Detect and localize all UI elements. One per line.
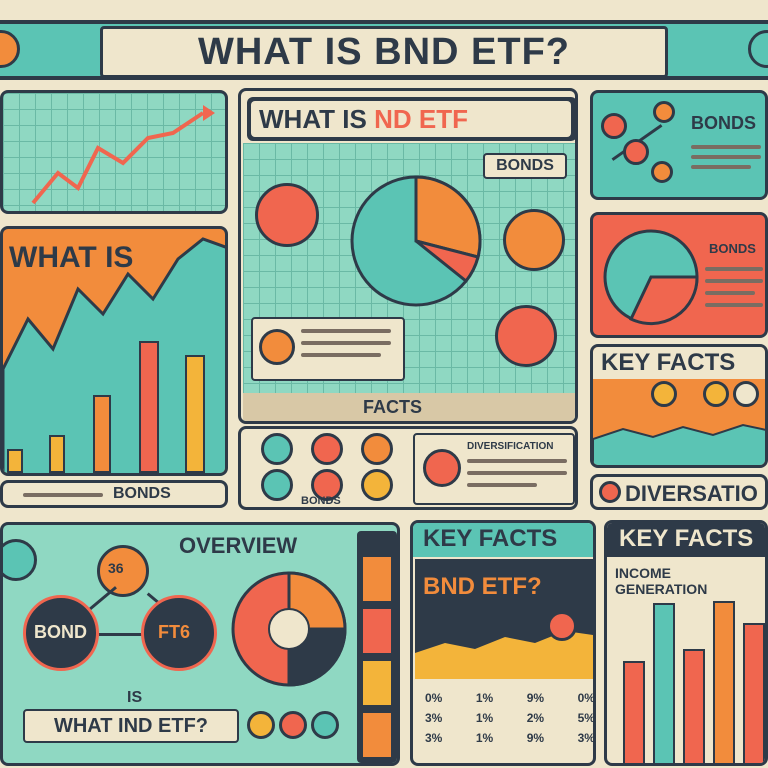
bonds-pie-panel: BONDS	[590, 212, 768, 338]
bonds-strip-label: BONDS	[113, 485, 171, 502]
key-facts-panel: KEY FACTS	[590, 344, 768, 468]
bonds-network-panel: BONDS	[590, 90, 768, 200]
overview-panel: OVERVIEW 36 BOND FT6 IS WHAT IND ETF?	[0, 522, 400, 766]
bond-coin-label: BOND	[34, 622, 87, 642]
badge-icon	[0, 30, 20, 68]
bar	[743, 623, 765, 763]
area-chart	[3, 237, 225, 473]
bar	[93, 395, 111, 473]
bar	[139, 341, 159, 473]
center-title-accent: ND ETF	[374, 104, 468, 134]
center-title-main: WHAT IS	[259, 104, 367, 134]
facts-label: FACTS	[363, 397, 423, 417]
bar	[185, 355, 205, 473]
bond-coin: BOND	[23, 595, 99, 671]
bonds-network-label: BONDS	[691, 113, 757, 133]
pct-grid: 0% 1% 9% 0% 3% 1% 2% 5% 3% 1% 9% 3%	[425, 691, 595, 745]
income-panel: KEY FACTS INCOME GENERATION	[604, 520, 768, 766]
bnd-etf-title: BND ETF?	[423, 573, 542, 600]
diversification-heading: DIVERSATIO	[625, 481, 758, 506]
badge-icon	[748, 30, 768, 68]
key-facts-heading: KEY FACTS	[601, 349, 736, 376]
overview-pie	[231, 571, 347, 687]
page-title: WHAT IS BND ETF?	[100, 26, 668, 78]
facts-strip: FACTS	[243, 393, 575, 421]
bonds-pie	[603, 229, 699, 326]
bar	[623, 661, 645, 763]
bnd-area	[415, 631, 593, 679]
bnd-key-facts-panel: KEY FACTS BND ETF? 0% 1% 9% 0% 3% 1% 2% 5% 3% 1…	[410, 520, 596, 766]
text-card	[251, 317, 405, 381]
diversity-card: DIVERSIFICATION	[413, 433, 575, 505]
overview-icon	[3, 539, 37, 581]
overview-node-label: 36	[108, 560, 124, 576]
bar	[713, 601, 735, 763]
center-panel: WHAT IS ND ETF BONDS FACTS	[238, 88, 578, 424]
coin-icon	[255, 183, 319, 247]
diversity-label: DIVERSIFICATION	[467, 441, 554, 452]
bonds-strip: BONDS	[0, 480, 228, 508]
growth-chart-panel	[0, 90, 228, 214]
income-generation-label: INCOME GENERATION	[615, 565, 708, 597]
overview-node: 36	[97, 545, 149, 597]
icons-panel: BONDS DIVERSIFICATION	[238, 426, 578, 510]
etf-coin: FT6	[141, 595, 217, 671]
bar	[683, 649, 705, 763]
coin-icon	[495, 305, 557, 367]
overview-question: WHAT IND ETF?	[23, 709, 239, 743]
what-is-panel: WHAT IS	[0, 226, 228, 476]
overview-is: IS	[127, 689, 143, 706]
side-column	[357, 531, 397, 763]
bar	[49, 435, 65, 473]
key-facts-mid-heading: KEY FACTS	[423, 525, 558, 552]
what-is-heading: WHAT IS	[9, 241, 134, 274]
growth-line-chart	[31, 105, 215, 205]
overview-title: OVERVIEW	[179, 533, 298, 558]
bonds-pie-label: BONDS	[709, 241, 756, 256]
key-facts-right-heading: KEY FACTS	[619, 525, 754, 552]
diversification-panel: DIVERSATIO	[590, 474, 768, 510]
coin-icon	[503, 209, 565, 271]
bar	[653, 603, 675, 763]
key-facts-area	[593, 423, 765, 465]
center-title: WHAT IS ND ETF	[251, 101, 571, 137]
bonds-bottom-label: BONDS	[301, 495, 341, 507]
bonds-tag: BONDS	[483, 153, 567, 179]
etf-coin-label: FT6	[158, 622, 191, 642]
bar	[7, 449, 23, 473]
pie-chart	[350, 175, 482, 307]
